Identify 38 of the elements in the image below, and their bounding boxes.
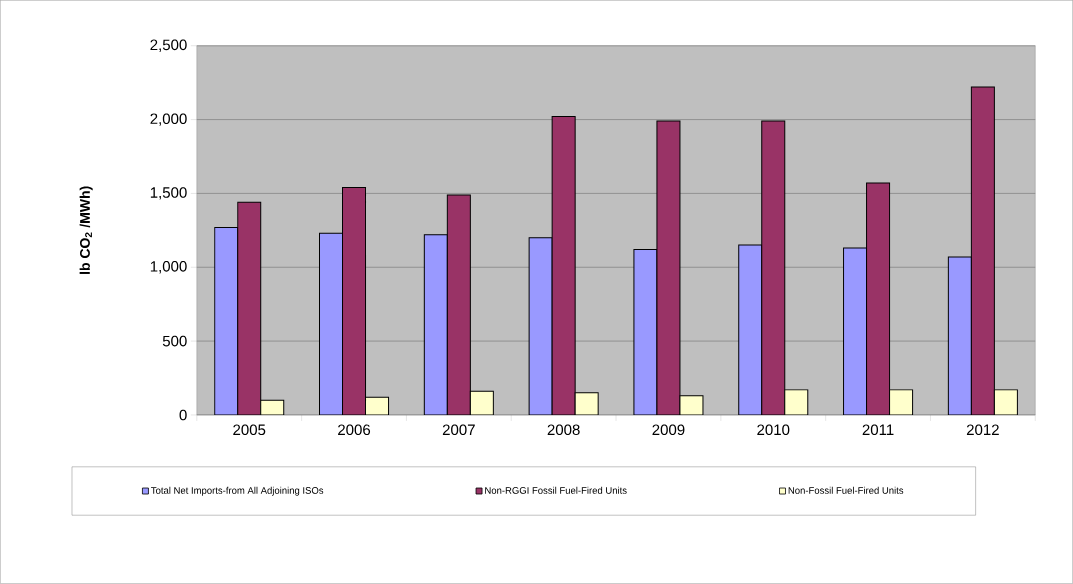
bar [993,389,1018,416]
bar [447,195,471,416]
bar [889,389,913,416]
bar [656,121,680,416]
bar [843,248,867,416]
bar [633,249,657,416]
bar [342,187,366,416]
y-tick-label: 2,500 [150,39,187,53]
legend-label: Non-Fossil Fuel-Fired Units [788,486,904,494]
x-tick-label: 2007 [442,424,475,436]
y-tick-label: 1,500 [150,187,187,200]
bar [784,389,808,416]
bar [970,86,995,416]
x-tick-label: 2005 [233,424,266,436]
bar [866,183,890,416]
bar [575,392,599,416]
bar [761,121,785,416]
y-tick-label: 2,000 [150,113,187,126]
bar [237,202,261,416]
bar [738,245,762,416]
x-tick-label: 2012 [966,424,999,436]
x-tick-label: 2011 [862,424,894,436]
bar [424,234,448,416]
y-tick-label: 0 [179,409,187,421]
bar [214,227,238,416]
y-tick-label: 500 [162,335,187,347]
x-tick-label: 2010 [757,424,790,436]
x-tick-label: 2008 [547,424,580,436]
legend-label: Total Net Imports-from All Adjoining ISOs [151,486,324,496]
x-tick-label: 2006 [338,424,371,436]
bar [552,116,576,416]
bar [529,237,553,416]
y-tick-label: 1,000 [150,261,187,274]
y-axis-title: lb CO$_{2}$ /MWh) [79,186,93,275]
x-tick-label: 2009 [652,424,685,436]
legend-label: Non-RGGI Fossil Fuel-Fired Units [485,486,627,494]
bar [319,233,343,416]
bar [947,256,972,416]
